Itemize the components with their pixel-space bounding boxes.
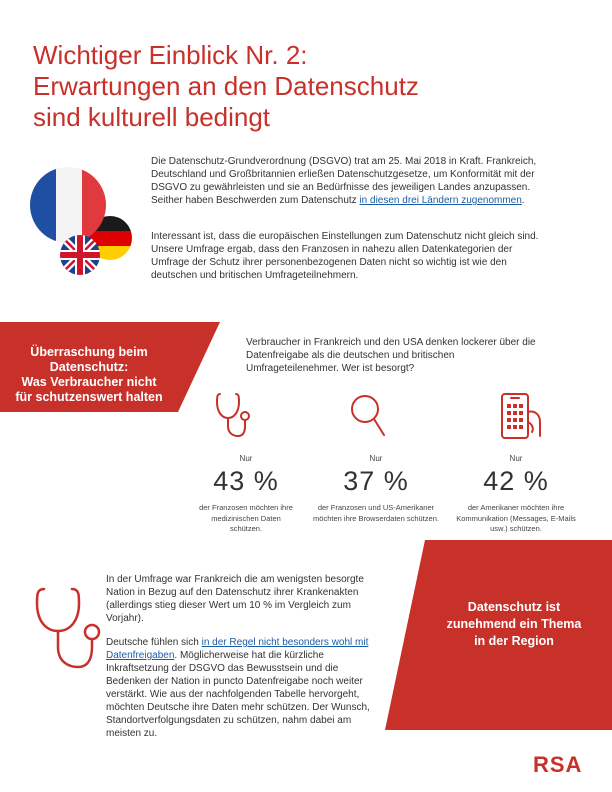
left-banner-line-1: Überraschung beim [30, 345, 148, 359]
left-banner-line-2: Datenschutz: [49, 360, 129, 374]
stethoscope-icon [215, 393, 250, 438]
countries-complaints-link[interactable]: in diesen drei Ländern zugenommen [359, 195, 522, 206]
stat-2-description: der Franzosen und US-Amerikaner möchten … [313, 503, 439, 523]
rsa-logo: RSA [533, 752, 583, 777]
right-banner-line-1: Datenschutz ist [467, 600, 561, 614]
large-stethoscope-icon [35, 587, 101, 669]
stat-2-value: 37 % [343, 466, 409, 496]
stat-1-prefix: Nur [239, 454, 253, 463]
title-line-1: Wichtiger Einblick Nr. 2: [33, 40, 308, 70]
left-banner-line-3: Was Verbraucher nicht [21, 375, 157, 389]
title-line-2: Erwartungen an den Datenschutz [33, 71, 419, 101]
stat-3-value: 42 % [483, 466, 549, 496]
germany-paragraph-rest: . Möglicherweise hat die kürzliche Inkra… [106, 650, 370, 739]
intro-paragraph-2: Interessant ist, dass die europäischen E… [151, 231, 539, 281]
right-banner-line-2: zunehmend ein Thema [446, 617, 582, 631]
germany-paragraph: Deutsche fühlen sich in der Regel nicht … [106, 636, 374, 740]
germany-paragraph-start: Deutsche fühlen sich [106, 637, 202, 648]
title-line-3: sind kulturell bedingt [33, 102, 271, 132]
stat-2-prefix: Nur [369, 454, 383, 463]
left-banner-shape [0, 322, 220, 412]
intro-paragraph-1-text: Die Datenschutz-Grundverordnung (DSGVO) … [151, 156, 537, 206]
stat-1-value: 43 % [213, 466, 279, 496]
france-paragraph: In der Umfrage war Frankreich die am wen… [106, 574, 364, 624]
stat-3-description: der Amerikaner möchten ihre Kommunikatio… [456, 503, 576, 533]
intro-paragraph-1: Die Datenschutz-Grundverordnung (DSGVO) … [151, 155, 551, 207]
stat-medical-data: Nur 43 % der Franzosen möchten ihre medi… [198, 454, 294, 535]
uk-flag-icon [60, 235, 100, 275]
magnifier-icon [351, 395, 385, 436]
left-banner-line-4: für schutzenswert halten [15, 390, 163, 404]
flags-illustration [30, 163, 140, 283]
right-banner-shape [385, 540, 612, 730]
stat-browser-data: Nur 37 % der Franzosen und US-Amerikaner… [313, 454, 439, 524]
right-banner-line-3: in der Region [474, 634, 554, 648]
stat-communication-data: Nur 42 % der Amerikaner möchten ihre Kom… [455, 454, 577, 535]
stat-3-prefix: Nur [509, 454, 523, 463]
left-banner-heading: Überraschung beim Datenschutz: Was Verbr… [0, 345, 178, 405]
germany-data-sharing-link[interactable]: in der Regel nicht besonders wohl mit Da… [106, 637, 369, 661]
consumers-paragraph: Verbraucher in Frankreich und den USA de… [246, 337, 536, 374]
smartphone-icon [501, 393, 541, 439]
page-title: Wichtiger Einblick Nr. 2: Erwartungen an… [33, 40, 553, 133]
intro-paragraph-1-end: . [521, 195, 525, 206]
stat-1-description: der Franzosen möchten ihre medizinischen… [199, 503, 293, 533]
right-banner-heading: Datenschutz ist zunehmend ein Thema in d… [430, 599, 598, 650]
